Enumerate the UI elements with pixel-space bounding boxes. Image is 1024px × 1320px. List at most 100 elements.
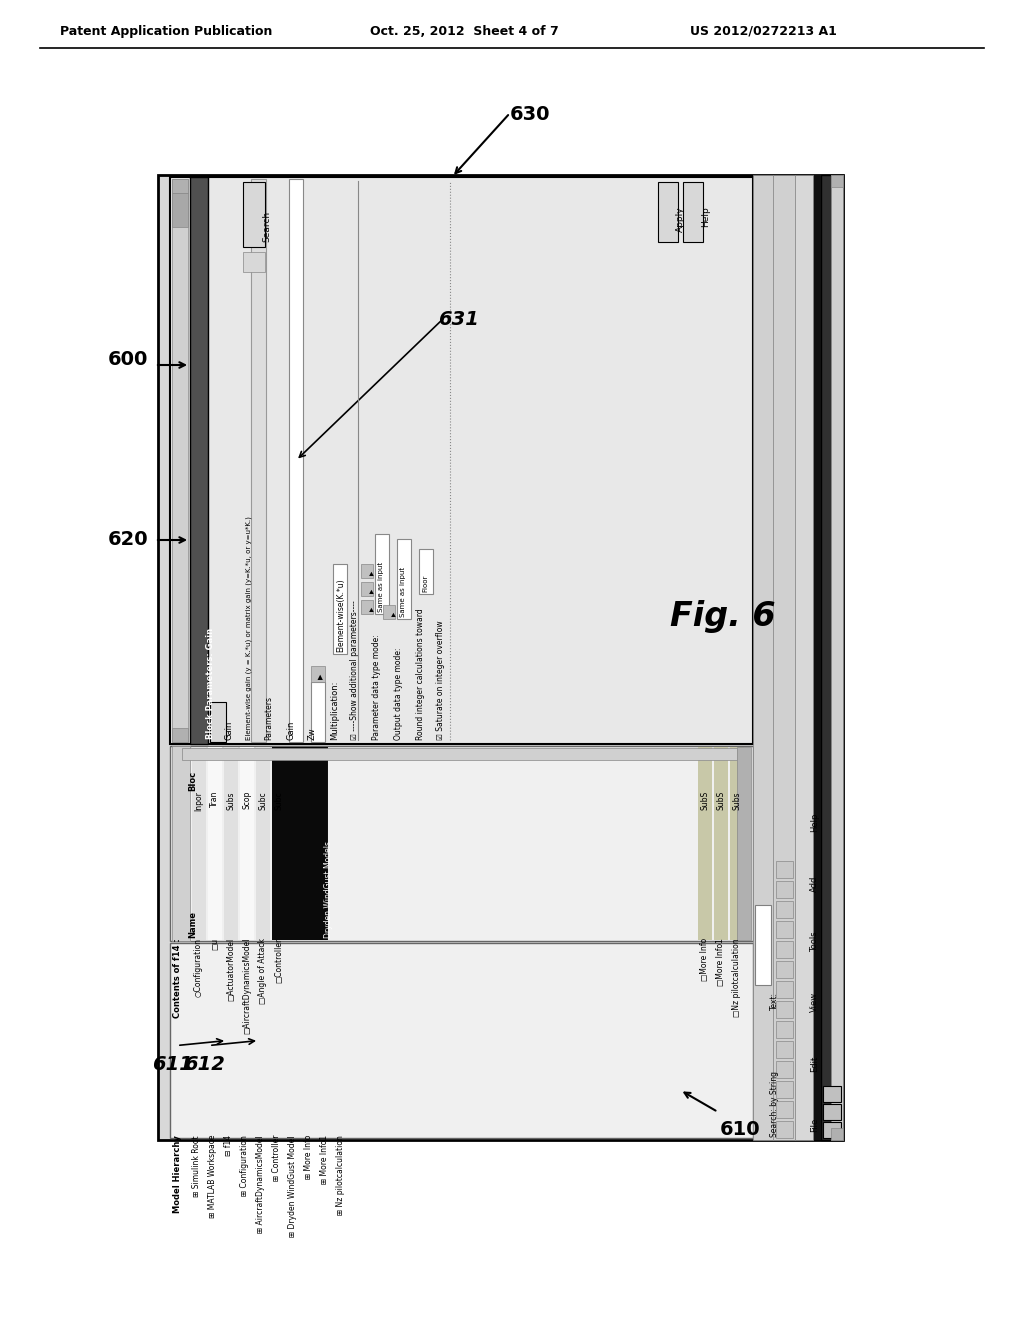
Bar	[776, 1061, 793, 1078]
Text: ⊞ Controller: ⊞ Controller	[272, 1135, 281, 1187]
Bar	[375, 535, 389, 614]
Bar	[776, 1121, 793, 1138]
Text: Add: Add	[810, 875, 819, 892]
Text: ⊞ MATLAB Workspace: ⊞ MATLAB Workspace	[208, 1135, 217, 1218]
Text: Subs: Subs	[226, 791, 234, 809]
Text: Zw: Zw	[308, 727, 317, 741]
Bar	[776, 941, 793, 958]
Text: Help: Help	[701, 206, 710, 227]
Text: 610: 610	[720, 1119, 761, 1139]
Text: View: View	[810, 991, 819, 1012]
Text: US 2012/0272213 A1: US 2012/0272213 A1	[690, 25, 837, 38]
Text: □More Info1: □More Info1	[716, 939, 725, 986]
Bar	[753, 176, 773, 1140]
Text: Help: Help	[810, 813, 819, 832]
Bar	[776, 880, 793, 898]
Text: ☑ Saturate on integer overflow: ☑ Saturate on integer overflow	[436, 620, 445, 741]
Text: Name: Name	[188, 911, 197, 939]
Text: ⊞ Dryden WindGust Model: ⊞ Dryden WindGust Model	[288, 1135, 297, 1242]
Text: Subс: Subс	[258, 791, 267, 809]
Text: Same as input: Same as input	[400, 566, 406, 616]
Bar	[158, 176, 843, 1140]
Bar	[224, 747, 238, 940]
Bar	[251, 180, 266, 742]
Text: □ActuatorModel: □ActuatorModel	[226, 939, 234, 1002]
Bar	[243, 182, 265, 247]
Bar	[683, 182, 703, 242]
Text: □More Info: □More Info	[700, 939, 709, 981]
Text: SubS: SubS	[700, 791, 709, 810]
Text: □Angle of Attack: □Angle of Attack	[258, 939, 267, 1005]
Bar	[831, 176, 843, 187]
Text: 611: 611	[152, 1056, 193, 1074]
Text: ⊞ Nz pilotcalculation: ⊞ Nz pilotcalculation	[336, 1135, 345, 1220]
Bar	[714, 747, 728, 940]
Text: 612: 612	[184, 1056, 225, 1074]
Bar	[172, 193, 188, 227]
Text: Same as input: Same as input	[378, 562, 384, 612]
Text: File: File	[810, 1118, 819, 1133]
Text: SubS: SubS	[716, 791, 725, 810]
Text: Element-wise gain (y = K.*u) or matrix gain (y=K.*u, or y=u*K.): Element-wise gain (y = K.*u) or matrix g…	[246, 516, 253, 741]
Text: Floor: Floor	[422, 574, 428, 591]
Bar	[397, 539, 411, 619]
Bar	[172, 729, 188, 742]
Bar	[240, 747, 254, 940]
Bar	[272, 747, 327, 940]
Bar	[658, 182, 678, 242]
Text: Inpor: Inpor	[194, 791, 203, 810]
Bar	[419, 549, 433, 594]
Bar	[361, 564, 373, 578]
Text: Edit: Edit	[810, 1056, 819, 1072]
Text: Bloc: Bloc	[188, 771, 197, 791]
Bar	[193, 747, 206, 940]
Bar	[813, 176, 821, 1140]
Bar	[383, 605, 395, 619]
Bar	[730, 747, 744, 940]
Bar	[210, 702, 226, 742]
Text: Model Hierarchy: Model Hierarchy	[173, 1135, 182, 1213]
Text: Contents of f14 :: Contents of f14 :	[173, 939, 182, 1018]
Text: ▶: ▶	[370, 607, 375, 611]
Bar	[776, 1020, 793, 1038]
Text: ▶: ▶	[370, 589, 375, 593]
Bar	[755, 906, 771, 985]
Text: ⊞ AircraftDynamicsModel: ⊞ AircraftDynamicsModel	[256, 1135, 265, 1238]
Bar	[776, 1041, 793, 1059]
Text: Fig. 6: Fig. 6	[670, 601, 775, 634]
Bar	[208, 747, 222, 940]
Bar	[776, 981, 793, 998]
Text: ○Configuration: ○Configuration	[194, 939, 203, 997]
Bar	[698, 747, 712, 940]
Text: Patent Application Publication: Patent Application Publication	[60, 25, 272, 38]
Text: Output data type mode:: Output data type mode:	[394, 648, 403, 741]
Text: ⊞ Configuration: ⊞ Configuration	[240, 1135, 249, 1201]
Text: ⊞ Simulink Root: ⊞ Simulink Root	[193, 1135, 201, 1197]
Text: ⊟ f14: ⊟ f14	[224, 1135, 233, 1156]
Text: Search: by String: Search: by String	[770, 1071, 779, 1137]
Bar	[773, 176, 795, 1140]
Bar	[776, 1001, 793, 1018]
Bar	[776, 961, 793, 978]
Bar	[333, 564, 347, 653]
Text: □Controller: □Controller	[274, 939, 283, 983]
Bar	[172, 746, 190, 941]
Bar	[289, 180, 303, 742]
Bar	[776, 1081, 793, 1098]
Text: ▶: ▶	[392, 611, 397, 616]
Bar	[172, 180, 188, 742]
Bar	[831, 1129, 843, 1140]
Text: □AircraftDynamicsModel: □AircraftDynamicsModel	[242, 939, 251, 1035]
Text: Text:: Text:	[770, 993, 779, 1010]
Bar	[823, 1104, 841, 1119]
Text: Round integer calculations toward: Round integer calculations toward	[416, 609, 425, 741]
Text: Parameters: Parameters	[264, 696, 273, 741]
Bar	[737, 747, 751, 940]
Text: Multiplication:: Multiplication:	[330, 681, 339, 741]
Bar	[776, 861, 793, 878]
Text: 631: 631	[438, 310, 479, 329]
Text: Block Parameters: Gain: Block Parameters: Gain	[206, 628, 215, 739]
Bar	[823, 1122, 841, 1138]
Text: Tran: Tran	[210, 791, 219, 808]
Bar	[776, 902, 793, 917]
